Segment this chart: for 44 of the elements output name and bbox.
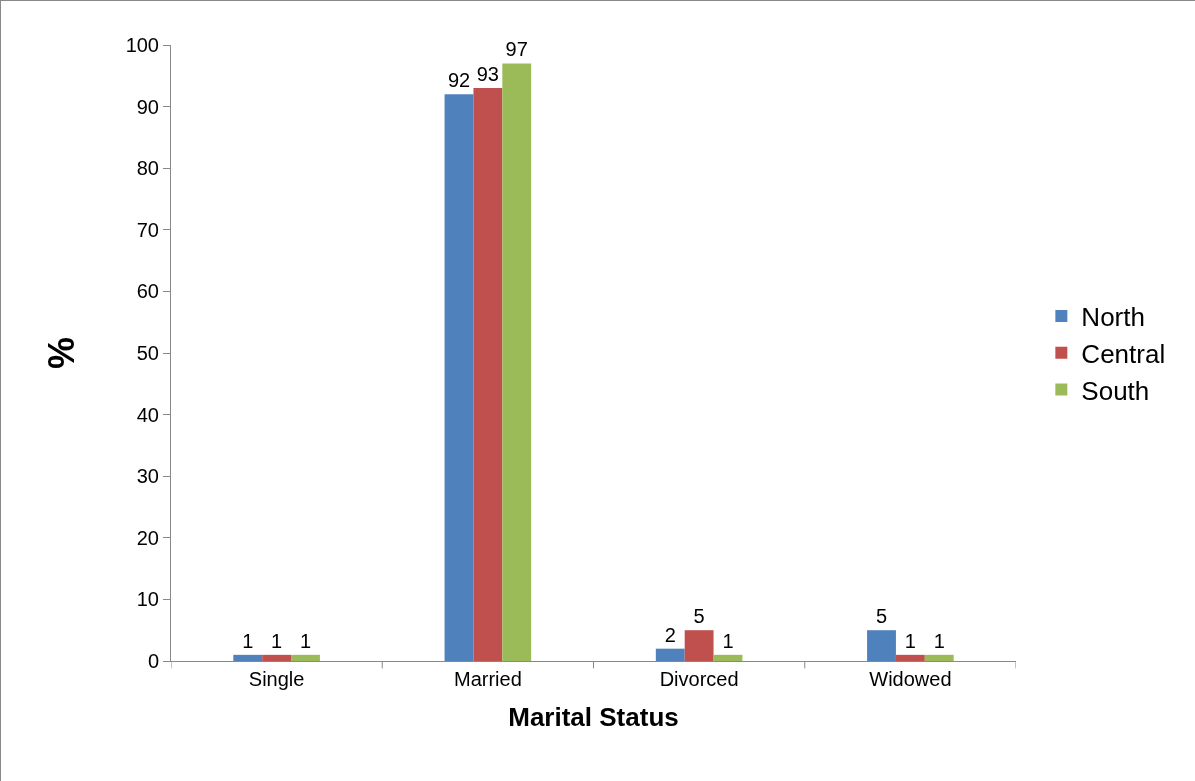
data-label: 92 [447,69,471,92]
y-tick-label: 70 [136,218,159,241]
data-label: 1 [904,629,916,652]
bar [444,94,474,661]
data-label: 97 [505,38,528,61]
y-tick-label: 10 [136,588,159,611]
y-tick-label: 0 [147,650,159,672]
y-tick-label: 20 [136,526,159,549]
bar [473,88,503,661]
bar [502,63,532,661]
y-axis-title: % [40,336,82,370]
x-axis-title: Marital Status [508,701,679,732]
y-tick-label: 40 [136,403,159,426]
x-tick-label: Widowed [869,668,952,690]
bar [684,630,714,661]
legend-label: South [1081,375,1150,406]
y-tick-label: 80 [136,157,159,180]
y-tick-label: 90 [136,95,159,118]
data-label: 5 [875,605,888,628]
bar [655,648,685,661]
x-tick-label: Married [453,668,522,690]
y-tick-label: 100 [125,34,159,56]
data-label: 1 [271,629,283,652]
data-label: 93 [476,63,499,86]
data-label: 1 [299,629,312,652]
bar [262,654,292,661]
legend-label: Central [1081,338,1166,369]
data-label: 2 [664,623,676,646]
bar [867,630,896,661]
x-tick-label: Divorced [659,668,739,690]
data-label: 1 [242,629,254,652]
bar [713,654,743,661]
legend-label: North [1081,302,1145,333]
bar [924,654,954,661]
data-label: 1 [722,629,734,652]
y-tick-label: 50 [136,342,159,364]
bar [895,654,925,661]
bar [291,654,320,661]
y-tick-label: 30 [136,465,159,488]
bar [233,654,263,661]
data-label: 5 [693,605,705,628]
x-tick-label: Single [248,668,305,690]
y-tick-label: 60 [136,280,159,303]
data-label: 1 [933,629,945,652]
